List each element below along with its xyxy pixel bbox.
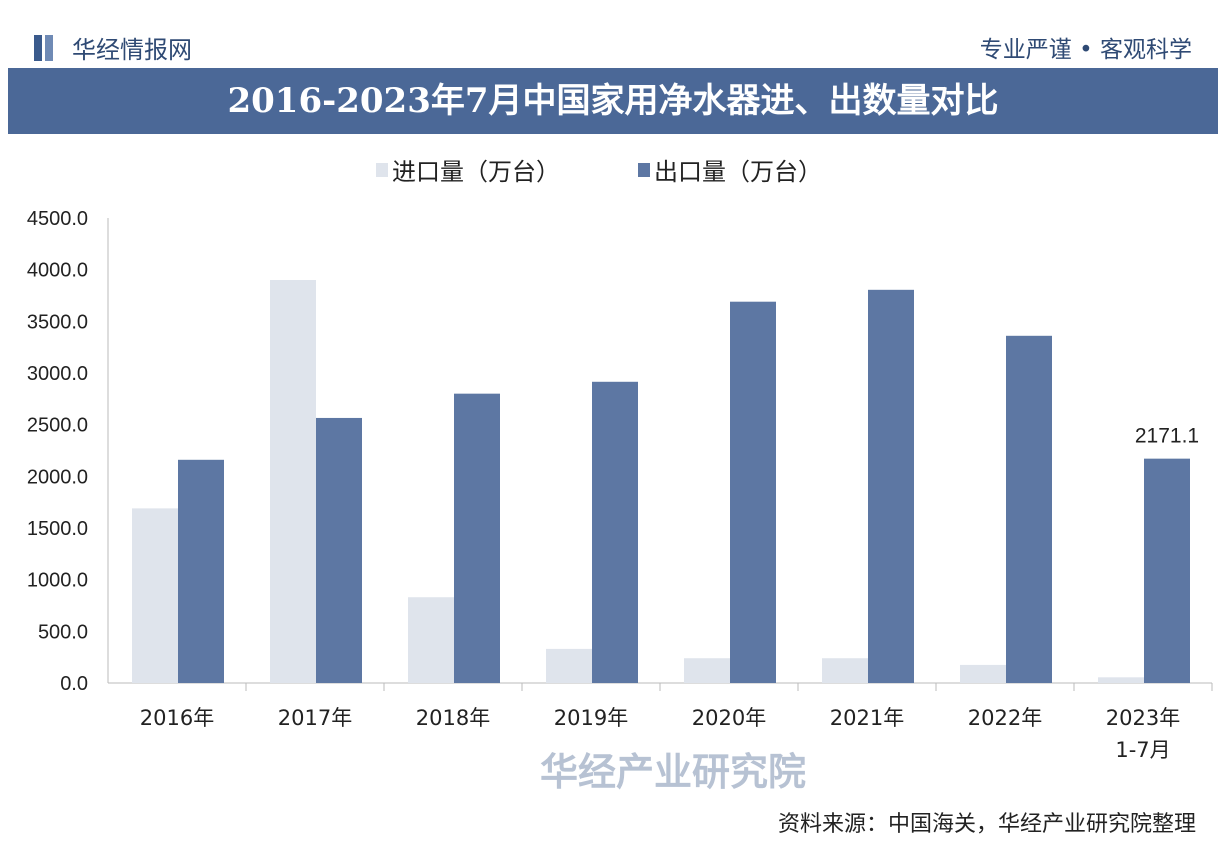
y-tick-label: 3000.0 [27, 363, 88, 385]
logo-text: 华经情报网 [72, 36, 192, 64]
x-tick-label: 2018年 [416, 706, 490, 730]
y-tick-label: 2000.0 [27, 466, 88, 488]
import-bar [960, 664, 1006, 683]
y-tick-label: 1000.0 [27, 570, 88, 592]
legend-label: 进口量（万台） [392, 158, 560, 186]
legend-swatch [376, 163, 388, 177]
legend-label: 出口量（万台） [654, 158, 822, 186]
y-tick-label: 3500.0 [27, 311, 88, 333]
y-tick-label: 1500.0 [27, 518, 88, 540]
y-tick-label: 4000.0 [27, 260, 88, 282]
source-note: 资料来源：中国海关，华经产业研究院整理 [777, 812, 1196, 837]
export-bar [178, 459, 224, 683]
x-tick-label: 2021年 [830, 706, 904, 730]
slogan: 专业严谨 • 客观科学 [979, 37, 1192, 63]
x-tick-label: 2023年 [1106, 706, 1180, 730]
export-bar [1144, 458, 1190, 683]
import-bar [546, 648, 592, 683]
header: 华经情报网 专业严谨 • 客观科学 [0, 0, 1226, 66]
import-bar [132, 508, 178, 683]
x-tick-label: 2020年 [692, 706, 766, 730]
x-tick-label: 2016年 [140, 706, 214, 730]
import-bar [270, 280, 316, 683]
import-bar [684, 658, 730, 683]
import-bar [1098, 677, 1144, 683]
export-bar [592, 381, 638, 683]
data-label: 2171.1 [1135, 425, 1199, 448]
watermark: 华经产业研究院 [540, 750, 807, 794]
export-bar [316, 417, 362, 683]
y-tick-label: 4500.0 [27, 208, 88, 230]
y-tick-label: 500.0 [38, 621, 88, 643]
import-bar [822, 658, 868, 683]
x-tick-label: 2019年 [554, 706, 628, 730]
export-bar [454, 393, 500, 683]
legend-swatch [638, 163, 650, 177]
y-tick-label: 2500.0 [27, 415, 88, 437]
export-bar [1006, 335, 1052, 683]
logo[interactable]: 华经情报网 [34, 30, 192, 65]
export-bar [868, 289, 914, 683]
x-tick-label: 1-7月 [1115, 738, 1170, 762]
logo-icon [34, 34, 62, 61]
chart-title: 2016-2023年7月中国家用净水器进、出数量对比 [8, 68, 1218, 134]
x-tick-label: 2022年 [968, 706, 1042, 730]
y-tick-label: 0.0 [60, 673, 88, 695]
export-bar [730, 301, 776, 683]
x-tick-label: 2017年 [278, 706, 352, 730]
import-bar [408, 597, 454, 683]
